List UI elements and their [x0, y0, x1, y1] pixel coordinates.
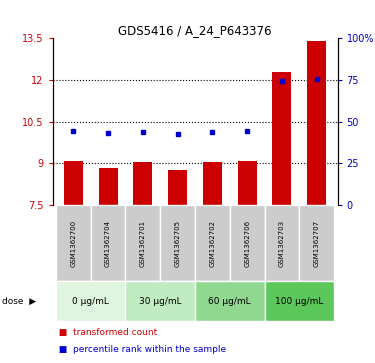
- Bar: [264, 205, 299, 281]
- Bar: [56, 205, 91, 281]
- Bar: [238, 160, 257, 205]
- Text: dose  ▶: dose ▶: [2, 297, 36, 306]
- Bar: [299, 205, 334, 281]
- Text: GSM1362703: GSM1362703: [279, 220, 285, 267]
- Bar: [91, 205, 126, 281]
- Text: GSM1362706: GSM1362706: [244, 220, 250, 267]
- Bar: [203, 162, 222, 205]
- Text: GSM1362704: GSM1362704: [105, 220, 111, 267]
- Text: ■  percentile rank within the sample: ■ percentile rank within the sample: [53, 345, 226, 354]
- Text: 60 μg/mL: 60 μg/mL: [209, 297, 251, 306]
- Text: GSM1362701: GSM1362701: [140, 220, 146, 267]
- Bar: [99, 168, 118, 205]
- Bar: [195, 205, 230, 281]
- Bar: [64, 160, 83, 205]
- Text: ■  transformed count: ■ transformed count: [53, 328, 157, 337]
- Text: GSM1362705: GSM1362705: [175, 220, 181, 267]
- Text: 0 μg/mL: 0 μg/mL: [72, 297, 109, 306]
- Bar: [272, 72, 291, 205]
- Bar: [133, 162, 152, 205]
- Text: GSM1362700: GSM1362700: [70, 220, 76, 267]
- Bar: [56, 281, 126, 321]
- Bar: [126, 205, 160, 281]
- Text: 30 μg/mL: 30 μg/mL: [139, 297, 182, 306]
- Bar: [264, 281, 334, 321]
- Bar: [230, 205, 264, 281]
- Text: 100 μg/mL: 100 μg/mL: [275, 297, 324, 306]
- Text: GSM1362707: GSM1362707: [314, 220, 320, 267]
- Bar: [195, 281, 264, 321]
- Title: GDS5416 / A_24_P643376: GDS5416 / A_24_P643376: [118, 24, 272, 37]
- Bar: [160, 205, 195, 281]
- Text: GSM1362702: GSM1362702: [209, 220, 215, 267]
- Bar: [307, 41, 326, 205]
- Bar: [168, 170, 187, 205]
- Bar: [126, 281, 195, 321]
